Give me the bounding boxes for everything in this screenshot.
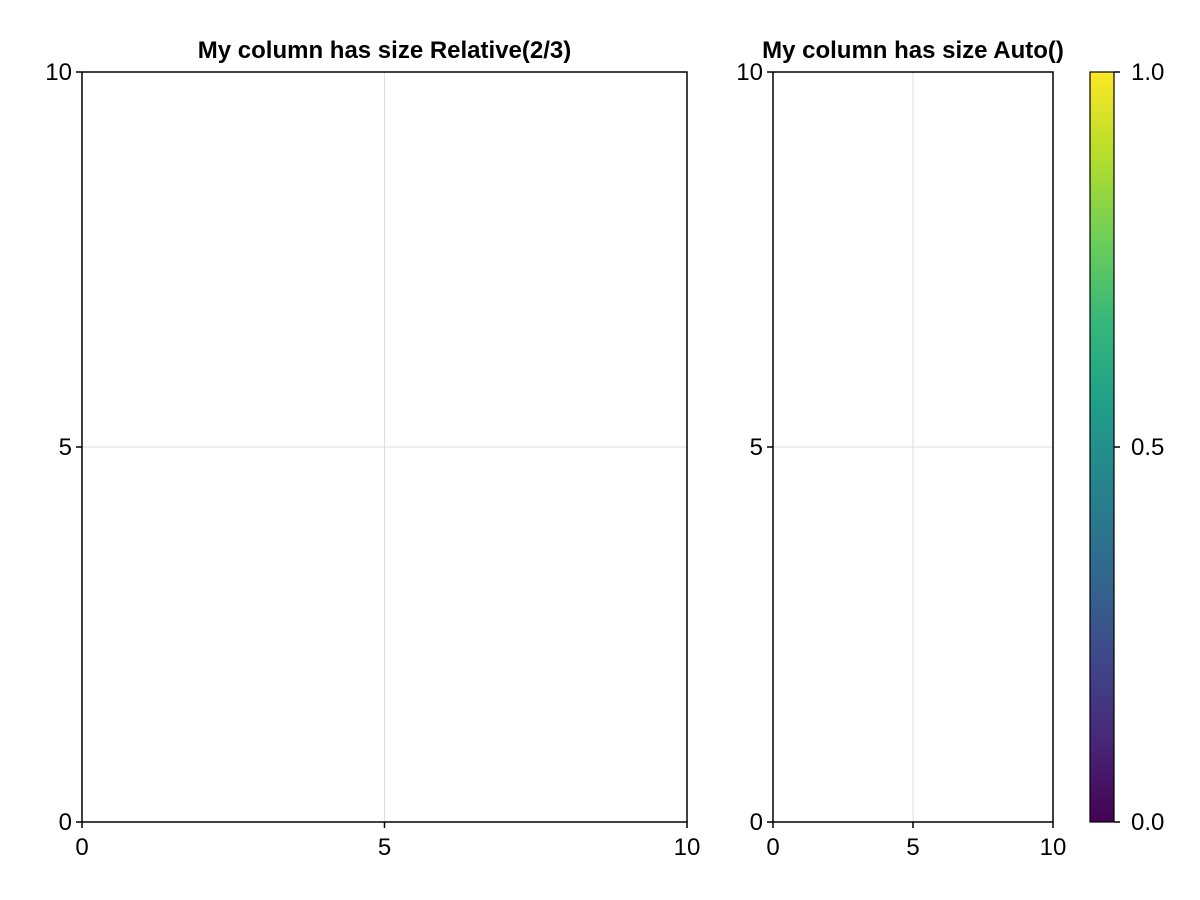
left-y-tick-label: 0 [59, 809, 72, 836]
colorbar-tick-label: 0.0 [1131, 809, 1164, 836]
left-x-tick-label: 10 [674, 834, 701, 861]
colorbar-tick-label: 0.5 [1131, 434, 1164, 461]
right-y-tick-label: 5 [750, 434, 763, 461]
left-y-tick-label: 5 [59, 434, 72, 461]
left-x-tick-label: 5 [378, 834, 391, 861]
left-y-tick-label: 10 [45, 59, 72, 86]
right-x-tick-label: 5 [906, 834, 919, 861]
right-y-tick-label: 10 [736, 59, 763, 86]
right-x-tick-label: 10 [1040, 834, 1067, 861]
colorbar-tick-label: 1.0 [1131, 59, 1164, 86]
left-x-tick-label: 0 [75, 834, 88, 861]
right-x-tick-label: 0 [766, 834, 779, 861]
right-y-tick-label: 0 [750, 809, 763, 836]
left-axis-title: My column has size Relative(2/3) [198, 37, 571, 64]
colorbar [1089, 71, 1115, 823]
right-axis-title: My column has size Auto() [762, 37, 1064, 64]
